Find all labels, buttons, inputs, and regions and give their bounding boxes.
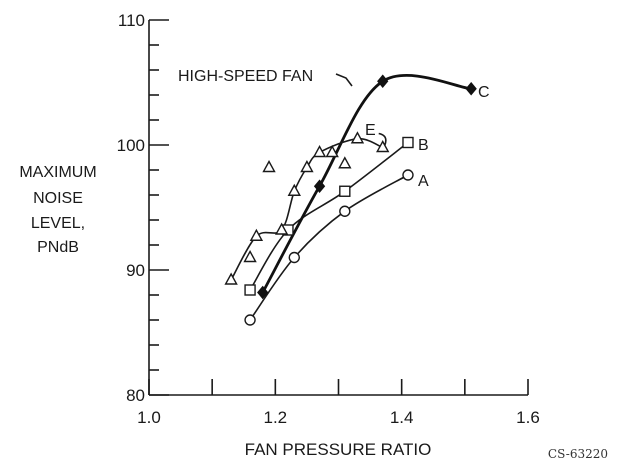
- series-c-point: [257, 285, 269, 300]
- series-c-annotation: HIGH-SPEED FAN: [178, 68, 313, 85]
- series-label-c: C: [478, 84, 490, 101]
- y-axis-label-line-4: PNdB: [37, 239, 79, 256]
- x-axis-label: FAN PRESSURE RATIO: [245, 440, 432, 459]
- x-tick-label: 1.6: [516, 408, 540, 427]
- series-a-point: [402, 169, 414, 181]
- y-axis-label-line-1: MAXIMUM: [19, 164, 96, 181]
- series-e-point: [350, 131, 365, 144]
- series-c-point: [465, 81, 477, 96]
- extra-point: [338, 156, 352, 169]
- series-a-point: [244, 314, 256, 326]
- x-tick-label: 1.2: [264, 408, 288, 427]
- series-label-a: A: [418, 173, 429, 190]
- series-label-e: E: [365, 122, 376, 139]
- series-b-point: [402, 136, 414, 149]
- y-tick-label: 80: [126, 386, 145, 405]
- x-tick-label: 1.4: [390, 408, 414, 427]
- series-a-curve: [249, 174, 409, 321]
- extra-point: [325, 145, 339, 158]
- y-tick-label: 110: [118, 11, 145, 30]
- x-tick-label: 1.0: [137, 408, 161, 427]
- series-c-point: [377, 74, 389, 89]
- series-e-point: [376, 140, 390, 153]
- series-a-point: [288, 251, 300, 264]
- y-tick-label: 90: [126, 261, 145, 280]
- y-axis-label-line-2: NOISE: [33, 190, 83, 207]
- extra-point: [243, 250, 257, 263]
- curves: [230, 73, 472, 321]
- label-e-arrow: [378, 132, 387, 146]
- markers: [224, 74, 477, 326]
- labels: MAXIMUM NOISE LEVEL, PNdB FAN PRESSURE R…: [19, 68, 608, 461]
- series-c-curve: [261, 74, 472, 294]
- figure-code: CS-63220: [548, 447, 608, 461]
- y-axis-label-line-3: LEVEL,: [31, 215, 85, 232]
- series-b-point: [339, 185, 351, 197]
- series-b-point: [244, 284, 256, 296]
- series-e-point: [300, 160, 314, 173]
- y-tick-label: 100: [117, 136, 145, 155]
- series-e-point: [224, 272, 238, 285]
- series-e-point: [274, 222, 289, 235]
- extra-point: [262, 160, 276, 173]
- series-e-point: [312, 145, 327, 158]
- series-e-point: [249, 228, 264, 241]
- series-b-curve: [249, 141, 409, 291]
- series-c-point: [313, 179, 326, 194]
- series-label-b: B: [418, 137, 429, 154]
- series-e-point: [287, 183, 301, 196]
- annotation-leader-line: [335, 73, 353, 87]
- ticks: 80 90 100 110 1.0 1.2 1.4 1.6: [117, 11, 540, 427]
- series-a-point: [339, 205, 351, 217]
